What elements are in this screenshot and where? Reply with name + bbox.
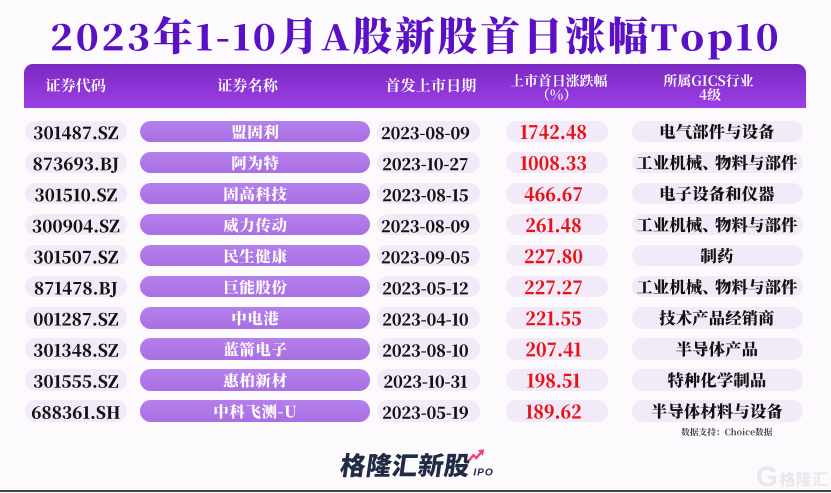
- svg-text:IPO: IPO: [473, 467, 493, 478]
